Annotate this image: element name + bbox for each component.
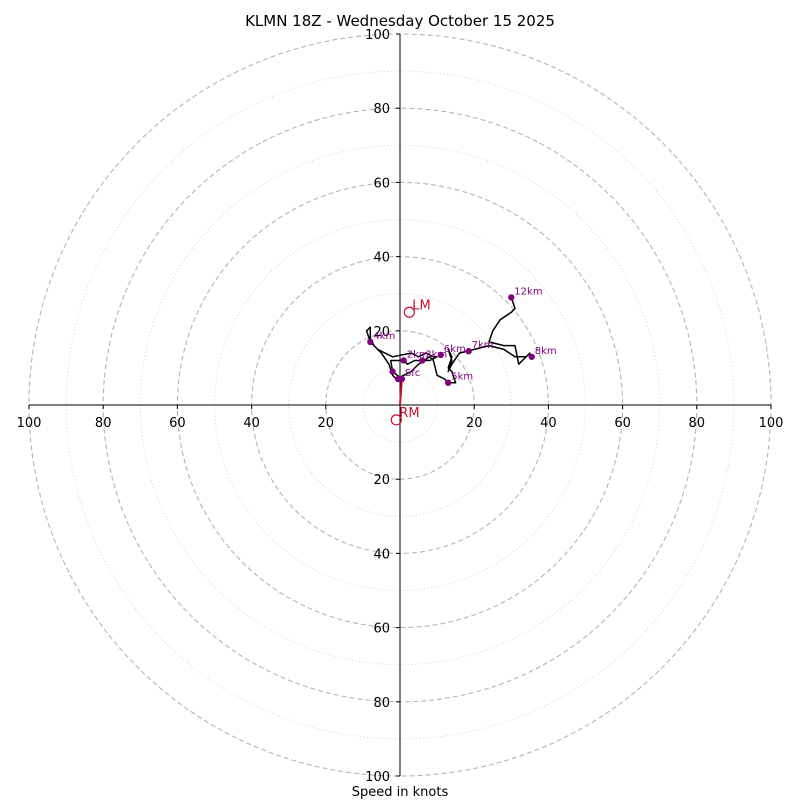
tick-label-x: 20 [466,416,483,431]
tick-label-x: 40 [243,416,260,431]
tick-label-x: 100 [759,416,784,431]
height-marker-point [367,338,374,346]
height-marker-point [528,353,535,360]
height-marker-point [445,379,452,386]
height-marker-point [400,357,407,364]
tick-label-y: 80 [373,102,390,117]
height-marker-label: Sfc [405,368,420,379]
tick-label-x: 20 [318,416,335,431]
height-marker-label: 5km [451,372,473,383]
storm-motion-rm-marker [390,414,402,426]
tick-label-x: 40 [540,416,557,431]
height-marker-label: 7km [472,340,494,351]
tick-label-y: 40 [373,547,390,562]
height-marker-point [437,351,445,359]
storm-motion-lm-marker [403,306,415,318]
tick-label-y: 60 [373,622,390,637]
tick-label-x: 60 [614,416,631,431]
height-marker-point [389,368,396,375]
tick-label-y: 60 [373,176,390,191]
height-marker-label: 2km [407,349,429,360]
tick-label-y: 20 [373,473,390,488]
tick-label-x: 100 [17,416,42,431]
tick-label-y: 40 [373,251,390,266]
tick-label-y: 100 [365,28,390,43]
x-axis-label: Speed in knots [352,785,449,800]
tick-label-x: 60 [169,416,186,431]
storm-motion: LM RM [390,298,431,426]
storm-motion-rm-label: RM [399,406,419,421]
height-marker-label: 4km [373,331,395,342]
storm-motion-vector [399,378,403,406]
height-marker-point [398,375,406,383]
tick-label-y: 20 [373,325,390,340]
height-marker-point [465,348,472,355]
height-marker-label: 6km [444,344,466,355]
tick-label-y: 80 [373,696,390,711]
tick-label-x: 80 [95,416,112,431]
height-marker-point [508,294,515,301]
height-marker-label: 12km [514,286,542,297]
tick-labels: 100 80 60 40 20 20 40 60 80 100 20 40 60 80 100 20 40 60 8… [17,28,784,785]
height-marker-point [419,357,426,364]
tick-label-x: 80 [689,416,706,431]
chart-title: KLMN 18Z - Wednesday October 15 2025 [245,12,555,30]
height-marker-label: 3km [425,349,447,360]
tick-label-y: 100 [365,770,390,785]
storm-motion-lm-label: LM [412,298,430,313]
height-marker-label: 8km [535,346,557,357]
